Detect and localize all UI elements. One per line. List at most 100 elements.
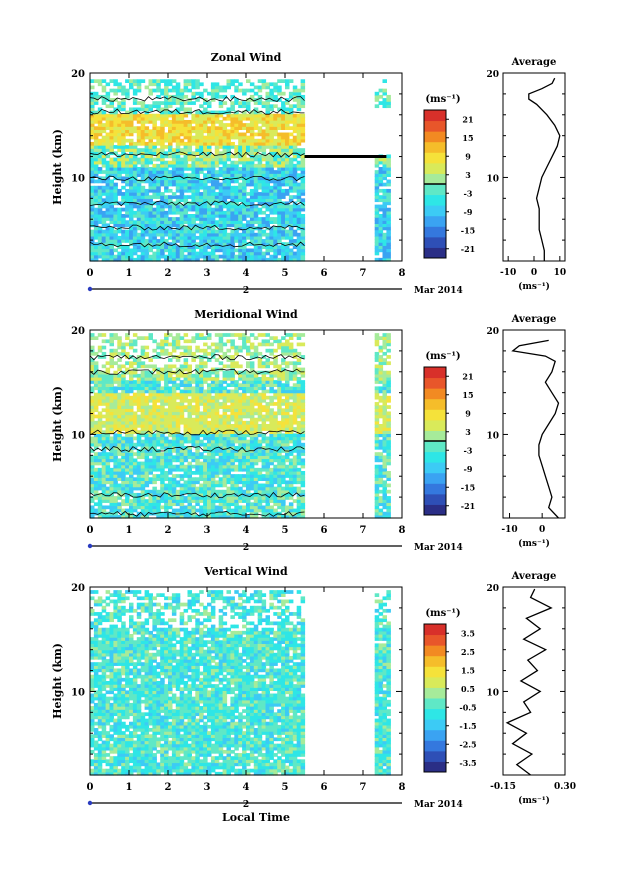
heatmap-cell	[93, 502, 99, 507]
heatmap-cell	[285, 248, 290, 253]
heatmap-cell	[195, 377, 200, 381]
heatmap-cell	[214, 145, 220, 149]
heatmap-cell	[203, 464, 208, 469]
heatmap-cell	[113, 113, 118, 118]
heatmap-cell	[234, 88, 239, 93]
heatmap-cell	[187, 242, 192, 246]
heatmap-cell	[195, 333, 200, 337]
heatmap-cell	[234, 417, 239, 422]
heatmap-cell	[269, 138, 274, 143]
heatmap-cell	[222, 251, 228, 256]
heatmap-cell	[300, 207, 306, 212]
heatmap-cell	[171, 398, 177, 403]
heatmap-cell	[296, 132, 302, 137]
heatmap-cell	[203, 179, 208, 184]
heatmap-cell	[183, 195, 189, 199]
heatmap-cell	[156, 502, 161, 507]
heatmap-cell	[249, 461, 255, 466]
heatmap-cell	[160, 461, 165, 466]
heatmap-cell	[113, 496, 118, 500]
heatmap-cell	[203, 163, 208, 168]
heatmap-cell	[230, 94, 235, 99]
heatmap-cell	[242, 251, 247, 256]
heatmap-cell	[187, 339, 192, 344]
heatmap-cell	[285, 148, 290, 152]
heatmap-cell	[109, 192, 114, 196]
heatmap-cell	[171, 355, 177, 359]
heatmap-cell	[230, 232, 235, 237]
heatmap-cell	[199, 483, 204, 488]
heatmap-cell	[296, 88, 302, 93]
heatmap-cell	[156, 439, 161, 444]
heatmap-cell	[234, 188, 239, 193]
heatmap-cell	[210, 449, 216, 453]
heatmap-cell	[136, 129, 142, 134]
heatmap-cell	[249, 182, 255, 187]
heatmap-cell	[179, 389, 185, 394]
heatmap-cell	[132, 367, 138, 372]
heatmap-cell	[187, 461, 192, 466]
heatmap-cell	[285, 207, 290, 212]
heatmap-cell	[226, 239, 231, 243]
heatmap-cell	[187, 430, 192, 434]
heatmap-cell	[117, 489, 122, 494]
heatmap-cell	[183, 471, 189, 475]
heatmap-cell	[183, 79, 189, 83]
heatmap-cell	[101, 508, 107, 513]
heatmap-cell	[288, 185, 294, 190]
heatmap-cell	[292, 154, 298, 159]
heatmap-cell	[238, 242, 243, 246]
heatmap-cell	[187, 483, 192, 488]
heatmap-cell	[101, 333, 107, 337]
heatmap-cell	[183, 188, 189, 193]
heatmap-cell	[281, 148, 286, 152]
heatmap-cell	[90, 101, 95, 105]
heatmap-cell	[214, 88, 220, 93]
heatmap-cell	[144, 192, 150, 196]
heatmap-cell	[156, 223, 161, 228]
heatmap-cell	[203, 214, 208, 218]
heatmap-cell	[246, 151, 251, 156]
heatmap-cell	[253, 514, 259, 519]
heatmap-cell	[269, 207, 274, 212]
heatmap-cell	[171, 502, 177, 507]
heatmap-cell	[168, 464, 173, 469]
heatmap-cell	[195, 182, 200, 187]
heatmap-cell	[261, 220, 267, 224]
heatmap-cell	[285, 232, 290, 237]
heatmap-cell	[132, 110, 138, 115]
heatmap-cell	[226, 182, 231, 187]
heatmap-cell	[234, 217, 239, 221]
heatmap-cell	[230, 107, 235, 112]
heatmap-cell	[288, 163, 294, 168]
heatmap-cell	[210, 367, 216, 372]
heatmap-cell	[238, 477, 243, 481]
heatmap-cell	[242, 505, 247, 510]
heatmap-cell	[132, 427, 138, 431]
heatmap-cell	[164, 98, 169, 102]
heatmap-cell	[222, 452, 228, 456]
heatmap-cell	[277, 210, 282, 215]
heatmap-cell	[121, 101, 126, 105]
heatmap-cell	[129, 433, 134, 438]
heatmap-cell	[218, 383, 224, 387]
heatmap-cell	[117, 141, 122, 146]
heatmap-cell	[207, 405, 212, 409]
heatmap-cell	[382, 188, 387, 193]
heatmap-cell	[242, 113, 247, 118]
heatmap-cell	[187, 411, 192, 416]
heatmap-cell	[90, 201, 95, 206]
heatmap-cell	[152, 188, 157, 193]
heatmap-cell	[129, 138, 134, 143]
heatmap-cell	[238, 430, 243, 434]
heatmap-cell	[214, 91, 220, 96]
heatmap-cell	[105, 207, 111, 212]
heatmap-cell	[144, 104, 150, 109]
heatmap-cell	[164, 176, 169, 181]
heatmap-cell	[175, 151, 181, 156]
heatmap-cell	[203, 110, 208, 115]
heatmap-cell	[230, 402, 235, 406]
heatmap-cell	[148, 104, 153, 109]
heatmap-cell	[121, 223, 126, 228]
heatmap-cell	[199, 489, 204, 494]
